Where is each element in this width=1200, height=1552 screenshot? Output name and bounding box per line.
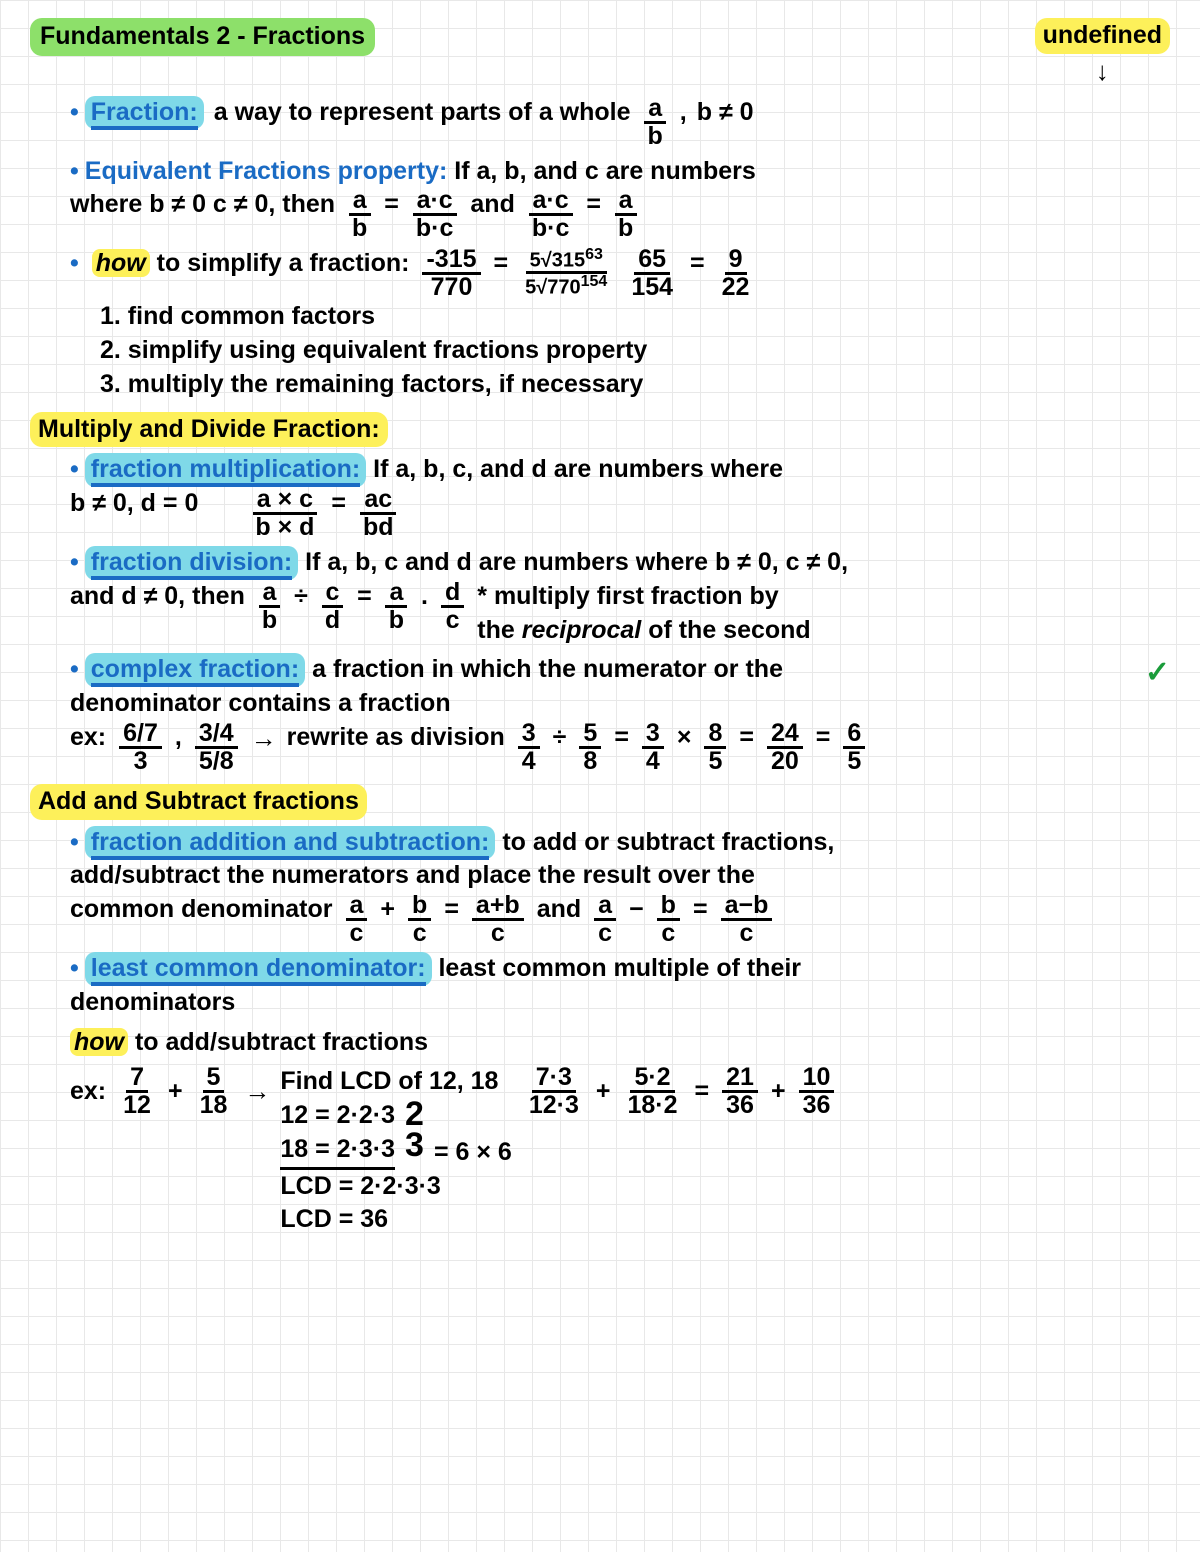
lcd-text2: denominators: [70, 986, 1170, 1020]
how-label-2: how: [70, 1028, 128, 1056]
muldiv-header: Multiply and Divide Fraction:: [30, 412, 388, 448]
addsub-t3: common denominator: [70, 893, 333, 927]
fraction-div: fraction division: If a, b, c and d are …: [70, 546, 1170, 647]
step-2: 2. simplify using equivalent fractions p…: [100, 334, 1170, 368]
equiv-label: Equivalent Fractions property:: [85, 157, 448, 185]
fraction-def: Fraction: a way to represent parts of a …: [70, 96, 1170, 149]
header-row: Fundamentals 2 - Fractions undefined ↓: [30, 18, 1170, 90]
howadd-block: how to add/subtract fractions ex: 712 + …: [70, 1026, 1170, 1238]
step-3: 3. multiply the remaining factors, if ne…: [100, 368, 1170, 402]
lcd-text1: least common multiple of their: [438, 954, 801, 982]
lcd-working: Find LCD of 12, 18 12 = 2·2·3 18 = 2·3·3…: [280, 1065, 511, 1237]
rewrite-text: rewrite as division: [287, 721, 505, 755]
step-1: 1. find common factors: [100, 300, 1170, 334]
equiv-fractions: Equivalent Fractions property: If a, b, …: [70, 155, 1170, 242]
equiv-where: where b ≠ 0 c ≠ 0, then: [70, 188, 335, 222]
b-not-zero: b ≠ 0: [697, 96, 754, 130]
div-note1: * multiply first fraction by: [477, 582, 778, 610]
div-cond: and d ≠ 0, then: [70, 580, 245, 614]
addsub-label: fraction addition and subtraction:: [91, 828, 490, 860]
comma: ,: [680, 96, 687, 130]
addsub-t1: to add or subtract fractions,: [502, 828, 834, 856]
howadd-label2: to add/subtract fractions: [135, 1028, 428, 1056]
simplify-steps: 1. find common factors 2. simplify using…: [100, 300, 1170, 401]
addsub-t2: add/subtract the numerators and place th…: [70, 859, 1170, 893]
reciprocal: reciprocal: [522, 616, 642, 644]
complex-label: complex fraction:: [91, 655, 299, 687]
lcd-block: least common denominator: least common m…: [70, 952, 1170, 1020]
complex-text1: a fraction in which the numerator or the: [312, 655, 783, 683]
root-fraction: 5√31563 5√770154: [521, 247, 611, 297]
addsub-block: fraction addition and subtraction: to ad…: [70, 826, 1170, 947]
ex-label: ex:: [70, 721, 106, 755]
how-label: how: [92, 249, 150, 277]
undefined-label: undefined: [1035, 18, 1170, 54]
check-icon: ✓: [1145, 653, 1170, 694]
fraction-mult: fraction multiplication: If a, b, c, and…: [70, 453, 1170, 540]
fraction-text: a way to represent parts of a whole: [214, 96, 631, 130]
lcd-label: least common denominator:: [91, 954, 426, 986]
equiv-text1: If a, b, and c are numbers: [454, 157, 755, 185]
right-arrow-icon-2: →: [244, 1074, 270, 1109]
complex-fraction: complex fraction: a fraction in which th…: [70, 653, 1170, 774]
simplify-row: how to simplify a fraction: -315770 = 5√…: [70, 247, 1170, 300]
right-arrow-icon: →: [251, 721, 277, 756]
down-arrow-icon: ↓: [1096, 56, 1109, 86]
fraction-ab: a b: [644, 96, 667, 149]
mult-text: If a, b, c, and d are numbers where: [373, 455, 783, 483]
div-label: fraction division:: [91, 548, 292, 580]
simplify-label: to simplify a fraction:: [157, 249, 410, 277]
complex-text2: denominator contains a fraction: [70, 687, 1170, 721]
fraction-label: Fraction:: [91, 98, 198, 130]
page-title: Fundamentals 2 - Fractions: [30, 18, 375, 56]
mult-cond: b ≠ 0, d = 0: [70, 487, 198, 521]
addsub-header: Add and Subtract fractions: [30, 784, 367, 820]
div-text: If a, b, c and d are numbers where b ≠ 0…: [305, 548, 848, 576]
mult-label: fraction multiplication:: [91, 455, 360, 487]
